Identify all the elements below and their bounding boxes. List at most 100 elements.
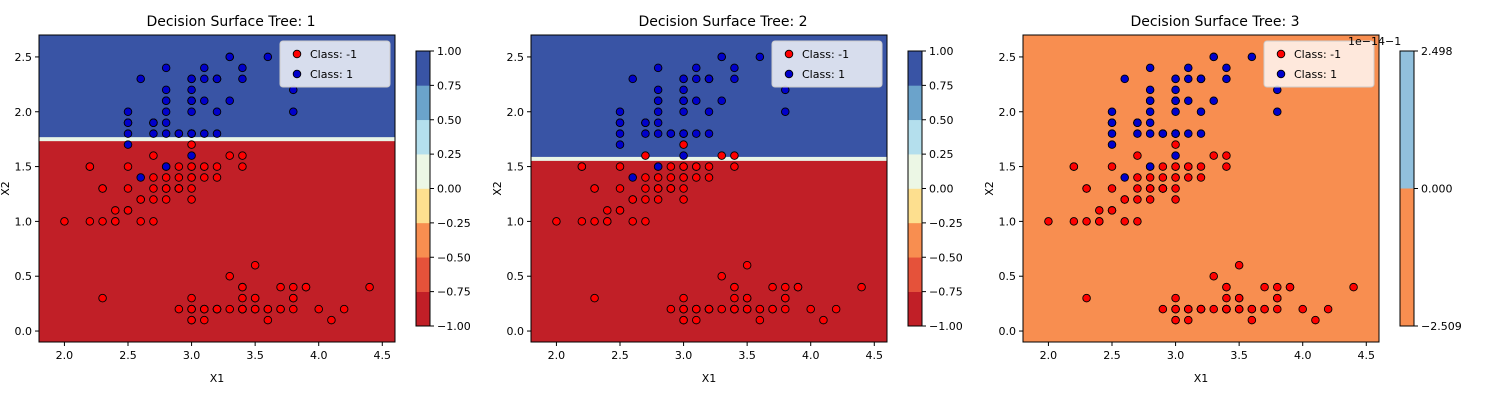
colorbar-level [1400, 51, 1414, 189]
point-class-neg [161, 184, 171, 193]
point-class-neg [212, 173, 222, 182]
point-class-neg [641, 173, 650, 182]
colorbar-level [416, 154, 430, 189]
point-class-neg [653, 195, 663, 204]
point-class-neg [1158, 162, 1168, 171]
x-tick-label: 2.5 [119, 349, 137, 362]
x-tick-label: 4.5 [866, 349, 884, 362]
point-class-neg [263, 315, 273, 325]
point-class-pos [200, 63, 209, 73]
y-tick-label: 2.5 [507, 51, 525, 64]
point-class-pos [730, 74, 739, 84]
point-class-neg [730, 151, 739, 160]
y-tick-label: 0.5 [507, 270, 525, 283]
point-class-pos [1184, 63, 1193, 73]
x-axis-label: X1 [1194, 372, 1209, 385]
point-class-neg [289, 282, 298, 292]
point-class-neg [692, 162, 701, 171]
y-tick-label: 0.0 [15, 325, 33, 338]
point-class-pos [200, 96, 209, 106]
point-class-pos [123, 118, 133, 127]
point-class-neg [1196, 173, 1206, 182]
point-class-pos [238, 74, 247, 84]
point-class-neg [742, 261, 752, 270]
colorbar-tick-label: 0.000 [1421, 183, 1453, 196]
point-class-pos [653, 118, 663, 127]
point-class-pos [225, 96, 234, 106]
point-class-pos [1145, 129, 1155, 138]
point-class-neg [781, 304, 790, 314]
chart-title-tree-2: Decision Surface Tree: 2 [638, 14, 807, 30]
legend-marker-class-neg [784, 49, 794, 59]
point-class-neg [1222, 304, 1231, 314]
colorbar-level [416, 188, 430, 224]
point-class-neg [98, 217, 107, 226]
y-tick-label: 0.0 [507, 325, 525, 338]
point-class-pos [653, 85, 663, 95]
axes-frame [530, 34, 888, 343]
point-class-neg [339, 304, 349, 314]
x-tick-label: 2.0 [56, 349, 74, 362]
point-class-neg [98, 184, 107, 193]
point-class-neg [831, 304, 841, 314]
point-class-neg [692, 173, 701, 182]
colorbar-tick-label: 0.75 [929, 79, 954, 92]
x-tick-label: 4.0 [310, 349, 328, 362]
point-class-pos [692, 74, 701, 84]
point-class-pos [123, 129, 133, 138]
point-class-neg [187, 140, 196, 149]
point-class-neg [200, 304, 209, 314]
colorbar-level [908, 291, 922, 327]
point-class-neg [806, 304, 815, 314]
colorbar-tick-label: 0.75 [437, 79, 462, 92]
y-tick-label: 2.0 [507, 106, 525, 119]
point-class-neg [136, 195, 145, 204]
decision-boundary [531, 156, 887, 161]
colorbar-level [416, 291, 430, 327]
point-class-pos [1145, 63, 1155, 73]
point-class-neg [628, 195, 637, 204]
y-tick-label: 1.5 [999, 161, 1017, 174]
colorbar-level [416, 222, 430, 258]
point-class-neg [1069, 217, 1079, 226]
point-class-pos [238, 63, 247, 73]
point-class-neg [628, 217, 637, 226]
point-class-neg [704, 173, 714, 182]
point-class-neg [1222, 293, 1231, 303]
point-class-neg [1107, 184, 1117, 193]
point-class-pos [692, 129, 701, 138]
colorbar-tick-label: 0.25 [929, 148, 954, 161]
point-class-neg [238, 293, 247, 303]
point-class-neg [1145, 195, 1155, 204]
point-class-neg [1349, 282, 1358, 292]
point-class-neg [1044, 217, 1053, 226]
point-class-neg [679, 140, 688, 149]
point-class-pos [1273, 107, 1282, 116]
point-class-neg [679, 162, 688, 171]
legend-marker-class-pos [292, 69, 302, 79]
point-class-pos [187, 107, 196, 116]
point-class-pos [1171, 74, 1180, 84]
point-class-neg [149, 173, 158, 182]
x-tick-label: 3.5 [738, 349, 756, 362]
colorbar-tick-label: 0.50 [929, 114, 954, 127]
axes-frame [1022, 34, 1380, 343]
x-tick-label: 2.0 [1040, 349, 1058, 362]
point-class-neg [1171, 293, 1180, 303]
point-class-neg [1158, 304, 1168, 314]
point-class-neg [149, 195, 158, 204]
y-axis-label: X2 [983, 181, 996, 196]
point-class-pos [628, 74, 637, 84]
point-class-pos [200, 74, 209, 84]
point-class-neg [742, 304, 752, 314]
y-tick-label: 2.5 [15, 51, 33, 64]
point-class-neg [641, 195, 650, 204]
colorbar-level [908, 85, 922, 121]
point-class-neg [730, 162, 739, 171]
point-class-neg [768, 304, 777, 314]
point-class-pos [1222, 74, 1231, 84]
point-class-neg [1158, 184, 1168, 193]
point-class-neg [1184, 173, 1193, 182]
axes-frame [38, 34, 396, 343]
y-axis-label: X2 [491, 181, 504, 196]
